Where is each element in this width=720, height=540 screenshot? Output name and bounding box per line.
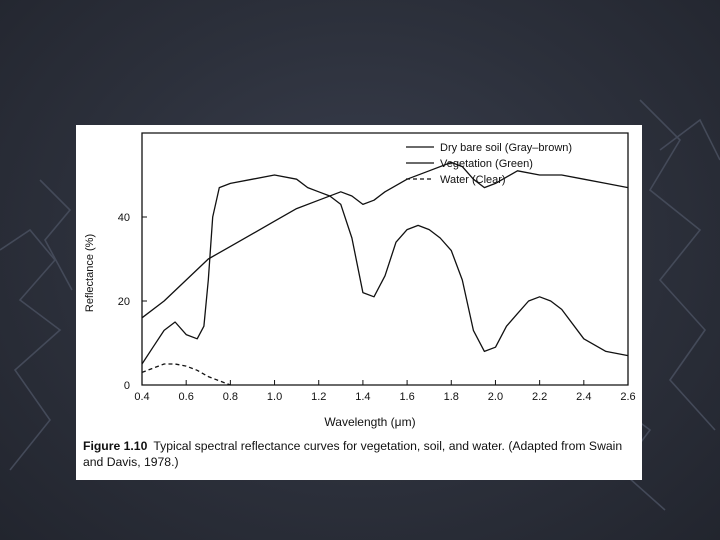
caption-text: Typical spectral reflectance curves for … [83, 439, 623, 469]
x-tick-label: 0.8 [223, 391, 238, 403]
y-tick-label: 20 [118, 296, 130, 308]
x-axis-label: Wavelength (μm) [324, 415, 415, 429]
caption-label: Figure 1.10 [83, 439, 148, 453]
x-tick-label: 2.2 [532, 391, 547, 403]
x-tick-label: 2.4 [576, 391, 591, 403]
x-tick-label: 2.6 [620, 391, 635, 403]
chart-legend: Dry bare soil (Gray–brown) Vegetation (Gr… [406, 142, 572, 186]
water-line [141, 363, 231, 386]
x-tick-label: 0.6 [179, 391, 194, 403]
plot-frame [141, 132, 629, 386]
legend-label: Vegetation (Green) [440, 158, 533, 170]
figure-image: 0.4 0.6 0.8 1.0 1.2 1.4 1.6 1.8 2.0 2.2 2.4 2.6 0 20 4… [76, 125, 642, 480]
x-tick-label: 1.4 [355, 391, 370, 403]
figure-caption: Figure 1.10 Typical spectral reflectance … [83, 438, 635, 470]
soil-line [141, 161, 629, 319]
chart-ticks: 0.4 0.6 0.8 1.0 1.2 1.4 1.6 1.8 2.0 2.2 2.4 2.6 0 20 4… [118, 212, 636, 403]
y-axis-label: Reflectance (%) [84, 234, 96, 312]
x-tick-label: 1.8 [444, 391, 459, 403]
x-tick-label: 1.0 [267, 391, 282, 403]
reflectance-chart: 0.4 0.6 0.8 1.0 1.2 1.4 1.6 1.8 2.0 2.2 2.4 2.6 0 20 4… [84, 132, 636, 429]
x-tick-label: 2.0 [488, 391, 503, 403]
y-tick-label: 0 [124, 380, 130, 392]
x-tick-label: 1.2 [311, 391, 326, 403]
legend-label: Dry bare soil (Gray–brown) [440, 142, 572, 154]
legend-label: Water (Clear) [440, 174, 506, 186]
x-tick-label: 1.6 [399, 391, 414, 403]
x-tick-label: 0.4 [134, 391, 149, 403]
vegetation-line [141, 174, 629, 365]
chart-axes [141, 132, 629, 386]
y-tick-label: 40 [118, 212, 130, 224]
chart-series [141, 161, 629, 386]
